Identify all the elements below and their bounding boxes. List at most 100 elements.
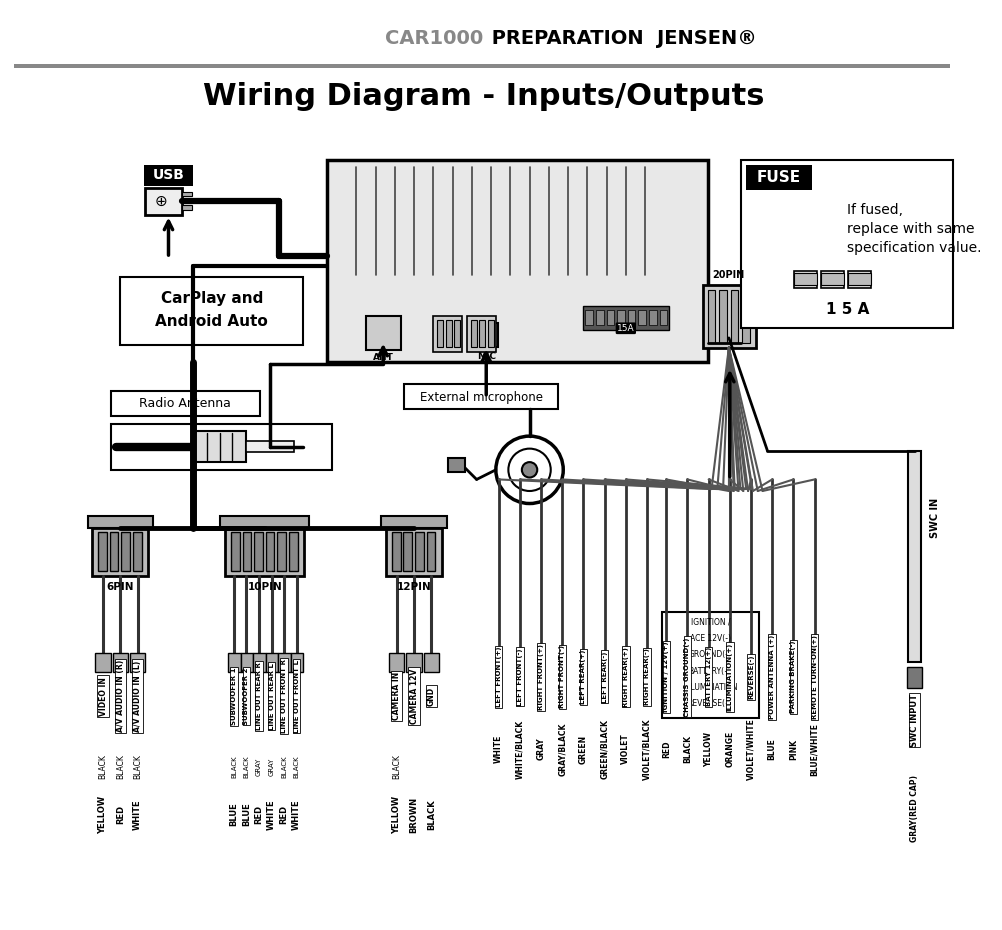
Bar <box>616 310 624 325</box>
Text: A/V AUDIO IN (L): A/V AUDIO IN (L) <box>133 660 142 732</box>
Bar <box>433 316 462 352</box>
Bar <box>92 527 148 576</box>
Text: USB: USB <box>152 168 184 182</box>
Bar <box>403 532 412 571</box>
Text: RIGHT FRONT(+): RIGHT FRONT(+) <box>538 644 543 710</box>
Bar <box>110 423 332 470</box>
Text: If fused,: If fused, <box>847 203 903 217</box>
Bar <box>606 310 613 325</box>
Text: BLUE: BLUE <box>767 738 776 760</box>
Bar <box>228 653 240 672</box>
Bar <box>848 273 871 285</box>
Bar <box>821 271 844 288</box>
Bar <box>415 532 423 571</box>
Text: GRAY: GRAY <box>256 757 262 776</box>
Bar <box>220 516 309 527</box>
Text: External microphone: External microphone <box>420 392 542 405</box>
Bar <box>470 320 476 347</box>
Text: RED: RED <box>255 805 264 824</box>
Bar <box>745 165 811 190</box>
Bar <box>112 653 128 672</box>
Bar <box>718 290 726 343</box>
Text: WHITE/BLACK: WHITE/BLACK <box>515 720 524 778</box>
Text: BATTERY 12(+): BATTERY 12(+) <box>705 647 711 707</box>
Text: VIOLET: VIOLET <box>620 734 629 764</box>
Text: Wiring Diagram - Inputs/Outputs: Wiring Diagram - Inputs/Outputs <box>202 82 764 111</box>
Text: BLUE: BLUE <box>229 803 238 827</box>
Text: CAR1000: CAR1000 <box>385 29 483 48</box>
Text: BATTERY(+): BATTERY(+) <box>687 667 732 675</box>
Bar <box>707 290 714 343</box>
Bar <box>794 271 817 288</box>
Text: GRAY: GRAY <box>536 737 545 761</box>
Bar <box>437 320 443 347</box>
Text: REVERSE(-): REVERSE(-) <box>747 655 754 699</box>
Text: 15A: 15A <box>616 324 634 333</box>
Text: WHITE: WHITE <box>494 735 503 764</box>
Circle shape <box>521 462 537 477</box>
Text: MIC: MIC <box>476 352 495 361</box>
Bar <box>109 532 118 571</box>
Bar <box>404 384 558 409</box>
Text: LEFT FRONT(+): LEFT FRONT(+) <box>495 646 501 707</box>
Bar <box>277 532 286 571</box>
Text: 12PIN: 12PIN <box>396 582 431 592</box>
Bar <box>87 516 153 527</box>
Text: SWC IN: SWC IN <box>929 498 939 538</box>
Bar <box>479 320 485 347</box>
Bar <box>181 205 191 210</box>
Text: BLACK: BLACK <box>392 754 401 778</box>
Bar <box>14 63 949 68</box>
Text: RED: RED <box>116 805 124 824</box>
Text: ANT: ANT <box>373 352 393 362</box>
Text: YELLOW: YELLOW <box>98 795 107 833</box>
Bar <box>821 273 844 285</box>
Bar <box>132 532 141 571</box>
Bar <box>848 271 871 288</box>
Text: GRAY: GRAY <box>269 757 275 776</box>
Bar <box>386 527 442 576</box>
Bar <box>95 653 110 672</box>
Text: ILLUMINATION: ILLUMINATION <box>683 683 736 692</box>
Text: BLACK: BLACK <box>133 754 142 778</box>
Bar <box>907 450 921 662</box>
Text: WHITE: WHITE <box>133 799 142 830</box>
Bar <box>253 653 266 672</box>
Text: SUBWOOFER 2: SUBWOOFER 2 <box>243 668 249 724</box>
Bar <box>648 310 656 325</box>
Bar <box>406 653 421 672</box>
Text: PARKING BRAKE(-): PARKING BRAKE(-) <box>790 641 796 713</box>
Bar <box>637 310 645 325</box>
Bar <box>423 653 439 672</box>
Text: VIOLET/WHITE: VIOLET/WHITE <box>745 718 755 780</box>
Bar <box>585 310 592 325</box>
Bar <box>225 527 304 576</box>
Bar <box>794 273 817 285</box>
Text: GREEN: GREEN <box>578 735 587 764</box>
Text: BLACK: BLACK <box>682 735 691 763</box>
Bar <box>98 532 107 571</box>
Text: GRAY(RED CAP): GRAY(RED CAP) <box>909 776 918 843</box>
Text: LINE OUT REAR L: LINE OUT REAR L <box>269 663 275 729</box>
Bar <box>474 324 497 347</box>
Bar <box>730 290 737 343</box>
Text: BLACK: BLACK <box>294 755 300 777</box>
Bar <box>582 306 668 330</box>
Text: LINE OUT REAR R: LINE OUT REAR R <box>256 662 262 730</box>
Bar <box>192 432 245 462</box>
Bar <box>366 316 400 351</box>
Text: CAMERA IN: CAMERA IN <box>392 672 401 720</box>
Text: ILLUMINATION(+): ILLUMINATION(+) <box>726 643 732 711</box>
Bar <box>230 532 239 571</box>
Text: GREEN/BLACK: GREEN/BLACK <box>599 719 608 779</box>
Bar <box>181 192 191 196</box>
Text: LEFT FRONT(-): LEFT FRONT(-) <box>516 648 522 706</box>
Bar <box>327 160 707 362</box>
Text: YELLOW: YELLOW <box>392 795 401 833</box>
Text: RED: RED <box>280 805 289 824</box>
Bar <box>447 458 465 472</box>
Text: BLACK: BLACK <box>243 755 249 777</box>
Text: ⊕: ⊕ <box>154 193 167 208</box>
Text: POWER ANTENNA (+): POWER ANTENNA (+) <box>769 634 775 719</box>
Bar <box>595 310 603 325</box>
